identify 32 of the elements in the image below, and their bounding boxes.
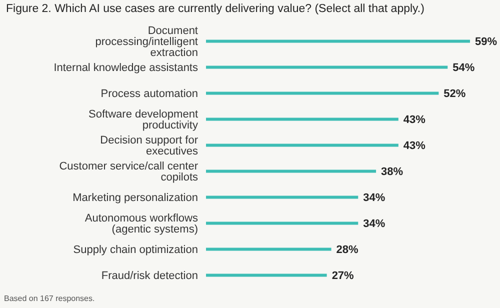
y-tick-label: Fraud/risk detection bbox=[101, 270, 198, 282]
data-label: 43% bbox=[403, 140, 426, 152]
bar bbox=[206, 144, 398, 147]
bar bbox=[206, 274, 327, 277]
bar bbox=[206, 92, 439, 95]
data-label: 38% bbox=[381, 166, 404, 178]
y-tick-label: Internal knowledge assistants bbox=[54, 62, 198, 74]
y-tick-label: Customer service/call center copilots bbox=[59, 160, 198, 184]
data-label: 54% bbox=[452, 62, 475, 74]
y-tick-label: Document processing/intelligent extraction bbox=[95, 24, 198, 59]
y-tick-label: Marketing personalization bbox=[72, 192, 198, 204]
bar bbox=[206, 40, 470, 43]
y-tick-label: Decision support for executives bbox=[100, 134, 198, 158]
bar bbox=[206, 118, 398, 121]
text: Based on 167 responses. bbox=[4, 294, 95, 303]
y-tick-label: Supply chain optimization bbox=[73, 244, 198, 256]
data-label: 43% bbox=[403, 114, 426, 126]
data-label: 52% bbox=[444, 88, 466, 100]
data-label: 34% bbox=[363, 218, 386, 230]
bar bbox=[206, 196, 358, 199]
bar bbox=[206, 66, 448, 69]
y-tick-label: Software development productivity bbox=[88, 108, 198, 132]
data-label: 28% bbox=[336, 244, 359, 256]
bar bbox=[206, 222, 358, 225]
data-label: 27% bbox=[332, 270, 354, 282]
chart-title: Figure 2. Which AI use cases are currently delivering value? (Select all that apply.) bbox=[6, 3, 424, 15]
bar bbox=[206, 170, 376, 173]
y-tick-label: Process automation bbox=[100, 88, 198, 100]
data-label: 34% bbox=[363, 192, 386, 204]
y-tick-label: Autonomous workflows (agentic systems) bbox=[84, 212, 198, 236]
data-label: 59% bbox=[475, 36, 498, 48]
bar bbox=[206, 248, 332, 251]
